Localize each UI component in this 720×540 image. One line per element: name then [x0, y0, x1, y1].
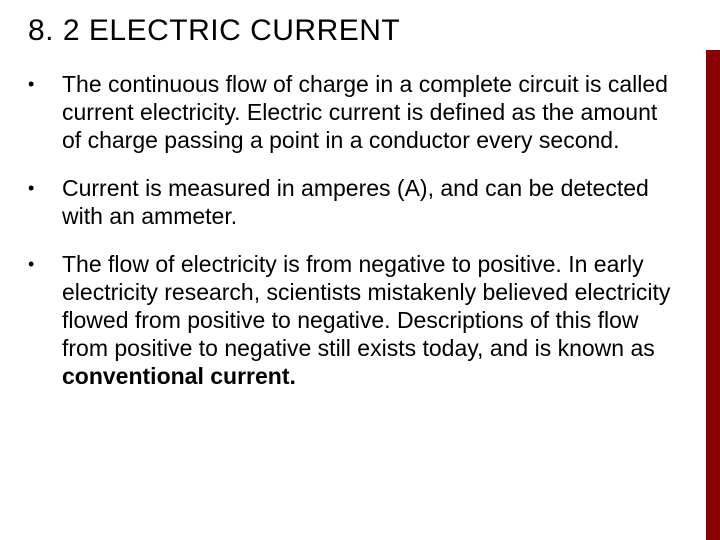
bullet-marker: • [28, 174, 62, 203]
bullet-marker: • [28, 70, 62, 99]
bullet-item: •The continuous flow of charge in a comp… [28, 70, 680, 154]
slide-title: 8. 2 ELECTRIC CURRENT [28, 14, 680, 48]
bullet-item: •Current is measured in amperes (A), and… [28, 174, 680, 230]
bullet-marker: • [28, 250, 62, 279]
slide-content: 8. 2 ELECTRIC CURRENT •The continuous fl… [0, 0, 720, 430]
accent-bar [706, 50, 720, 540]
bullet-item: •The flow of electricity is from negativ… [28, 250, 680, 390]
bullet-text: Current is measured in amperes (A), and … [62, 174, 680, 230]
bullet-text: The flow of electricity is from negative… [62, 250, 680, 390]
bullet-text: The continuous flow of charge in a compl… [62, 70, 680, 154]
bullet-list: •The continuous flow of charge in a comp… [28, 70, 680, 390]
